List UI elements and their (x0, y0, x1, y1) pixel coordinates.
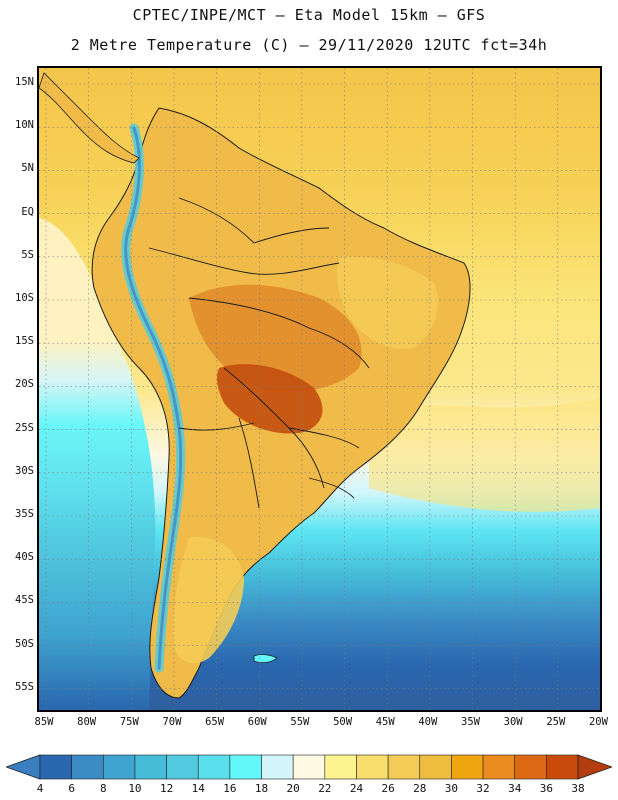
colorbar-tick-label: 10 (128, 782, 142, 795)
lon-tick-label: 80W (77, 716, 97, 728)
colorbar-min-arrow (6, 754, 41, 780)
colorbar-swatch (451, 754, 484, 780)
colorbar-tick-label: 34 (508, 782, 522, 795)
cool-zone-patagonia (173, 537, 244, 664)
colorbar-tick-label: 38 (571, 782, 585, 795)
colorbar-tick-label: 8 (99, 782, 107, 795)
lat-tick-label: 15S (15, 335, 34, 348)
colorbar-tick-label: 36 (539, 782, 553, 795)
lat-tick-label: EQ (21, 205, 34, 218)
map-canvas (39, 68, 600, 710)
lon-tick-label: 40W (418, 716, 438, 728)
hot-zone-chaco (216, 364, 323, 434)
pacific-cold-water (39, 218, 156, 710)
central-america-land (39, 72, 140, 164)
lat-tick-label: 10N (15, 119, 34, 132)
colorbar-swatch (134, 754, 167, 780)
lon-tick-label: 20W (588, 716, 608, 728)
colorbar-swatch (482, 754, 516, 780)
colorbar-tick-label: 20 (286, 782, 300, 795)
country-borders (148, 197, 370, 509)
andes-cold-core (124, 126, 183, 670)
colorbar-tick-label: 26 (381, 782, 395, 795)
atlantic-warm-band (369, 398, 600, 512)
colorbar-tick-label: 32 (476, 782, 490, 795)
lat-tick-label: 15N (15, 76, 34, 88)
colorbar-tick-label: 4 (36, 782, 44, 795)
temperature-map (37, 66, 602, 712)
lat-tick-label: 20S (15, 378, 34, 391)
colorbar-tick-label: 18 (254, 782, 269, 795)
lon-tick-label: 65W (205, 716, 225, 728)
colorbar-swatch (292, 754, 326, 780)
colorbar-swatch (102, 754, 136, 780)
lon-tick-label: 35W (461, 716, 480, 728)
lon-tick-label: 50W (333, 716, 353, 728)
lon-tick-label: 70W (162, 716, 182, 728)
lat-tick-label: 40S (15, 551, 34, 564)
lon-tick-label: 75W (119, 716, 139, 728)
colorbar-tick-label: 28 (413, 782, 427, 795)
colorbar-swatch (166, 754, 199, 780)
colorbar-swatch (324, 754, 357, 780)
lat-tick-label: 5N (21, 162, 34, 175)
colorbar-tick-label: 30 (444, 782, 459, 795)
colorbar-swatch (39, 754, 72, 780)
colorbar-swatch (261, 754, 294, 780)
temperature-colorbar (6, 754, 612, 780)
colorbar-tick-label: 14 (191, 782, 205, 795)
lon-tick-label: 85W (34, 716, 54, 728)
lat-tick-label: 45S (15, 594, 34, 607)
colorbar-tick-label: 22 (318, 782, 332, 795)
colorbar-tick-label: 12 (159, 782, 174, 795)
colorbar-tick-label: 6 (68, 782, 75, 795)
lat-tick-label: 10S (15, 292, 34, 304)
lon-tick-label: 55W (290, 716, 310, 728)
colorbar-swatch (71, 754, 104, 780)
lat-tick-label: 50S (15, 637, 34, 650)
lat-tick-label: 35S (15, 508, 34, 520)
colorbar-swatch (356, 754, 389, 780)
colorbar-swatch (546, 754, 579, 780)
colorbar-swatch (514, 754, 547, 780)
colorbar-swatch (387, 754, 421, 780)
falkland-islands (253, 654, 278, 664)
graticule (39, 68, 600, 710)
colorbar-swatch (197, 754, 231, 780)
colorbar-tick-label: 24 (349, 782, 364, 795)
colorbar-max-arrow (577, 754, 612, 780)
lon-tick-label: 45W (375, 716, 395, 728)
lat-tick-label: 5S (21, 248, 34, 261)
map-title-variable: 2 Metre Temperature (C) — 29/11/2020 12U… (70, 36, 548, 54)
lat-tick-label: 55S (15, 680, 34, 693)
lon-tick-label: 60W (247, 716, 267, 728)
lat-tick-label: 30S (15, 464, 34, 477)
map-title-model: CPTEC/INPE/MCT — Eta Model 15km — GFS (132, 6, 486, 24)
lon-tick-label: 30W (503, 716, 523, 728)
colorbar-swatch (229, 754, 262, 780)
colorbar-tick-label: 16 (223, 782, 237, 795)
lon-tick-label: 25W (546, 716, 566, 728)
lat-tick-label: 25S (15, 421, 34, 434)
colorbar-swatch (419, 754, 452, 780)
